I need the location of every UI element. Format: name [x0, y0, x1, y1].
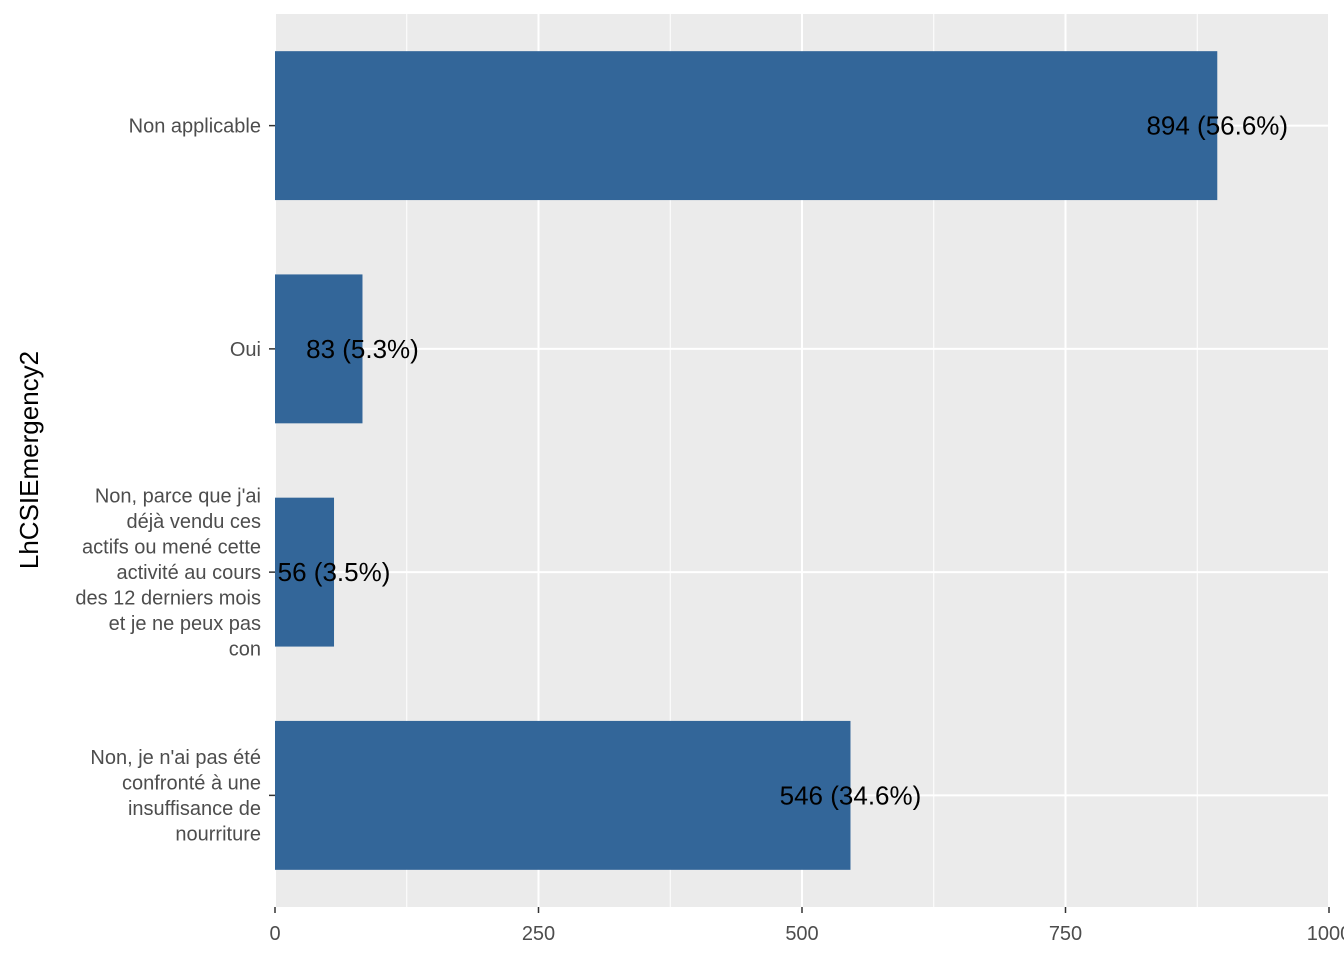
y-tick-label: Non, parce que j'ai déjà vendu ces actifs …	[75, 486, 261, 661]
x-tick-label: 250	[522, 923, 555, 945]
bar	[275, 51, 1218, 201]
y-tick-label: Non applicable	[129, 116, 261, 138]
bar	[275, 497, 335, 647]
data-label: 894 (56.6%)	[1146, 111, 1288, 141]
data-label: 546 (34.6%)	[780, 780, 922, 810]
x-tick-label: 1000	[1307, 923, 1344, 945]
data-label: 83 (5.3%)	[306, 334, 419, 364]
x-tick-label: 750	[1049, 923, 1082, 945]
y-tick-label: Oui	[230, 339, 261, 361]
data-labels: 894 (56.6%) 83 (5.3%) 56 (3.5%) 546 (34.6%)	[278, 111, 1288, 811]
data-label: 56 (3.5%)	[278, 557, 391, 587]
x-tick-label: 0	[269, 923, 280, 945]
bar	[275, 720, 851, 870]
y-axis-title: LhCSIEmergency2	[14, 351, 44, 569]
y-tick-label: Non, je n'ai pas été confronté à une insuf…	[90, 747, 261, 846]
x-tick-label: 500	[785, 923, 818, 945]
bars	[275, 51, 1218, 870]
bar	[275, 274, 363, 424]
axes: 0 250 500 750 1000 Non applicable Oui Non, parc…	[75, 116, 1344, 945]
